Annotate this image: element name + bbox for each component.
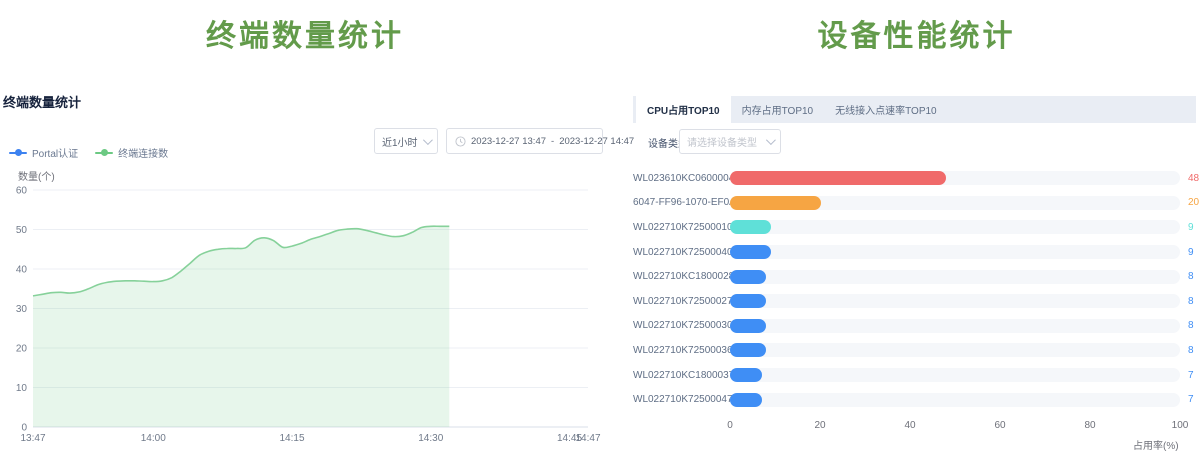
x-tick-label: 80 [1084,420,1095,431]
bar-label: WL022710K725000272 [633,296,726,307]
bar-track [730,319,1180,333]
y-tick-label: 40 [16,265,28,276]
bar-fill [730,368,762,382]
bar-fill [730,270,766,284]
dashboard: 终端数量统计 设备性能统计 终端数量统计 近1小时 2023-12-27 13:… [0,0,1200,456]
tab-cpu-top10[interactable]: CPU占用TOP10 [636,96,731,123]
bar-label: WL022710KC18000372 [633,370,726,381]
x-tick-label: 14:00 [141,433,166,444]
legend-marker-icon [95,152,113,154]
y-tick-label: 20 [16,344,28,355]
x-tick-label: 100 [1172,420,1189,431]
time-range-select[interactable]: 近1小时 [374,128,438,154]
device-type-select[interactable]: 请选择设备类型 [679,129,781,154]
bar-value: 7 [1188,394,1194,405]
y-tick-label: 0 [21,423,27,434]
bar-value: 7 [1188,370,1194,381]
y-tick-label: 30 [16,304,28,315]
bar-track [730,245,1180,259]
bar-row: WL022710K725000272 8 [633,289,1196,314]
bar-row: WL022710K725000409 9 [633,240,1196,265]
legend-item-portal-auth[interactable]: Portal认证 [9,145,78,160]
bar-row: 6047-FF96-1070-EF0A20.3 [633,191,1196,216]
bar-label: WL022710K725000470 [633,394,726,405]
x-tick-label: 14:30 [418,433,443,444]
time-range-select-value: 近1小时 [382,134,418,149]
chevron-down-icon [423,135,433,145]
bar-track [730,393,1180,407]
bar-value: 8 [1188,320,1194,331]
bar-x-axis-ticks: 0 20 40 60 80 100 [633,420,1196,434]
bar-fill [730,294,766,308]
legend: Portal认证 终端连接数 [9,145,168,160]
x-tick-label: 40 [904,420,915,431]
x-tick-label: 14:47 [575,433,600,444]
bar-fill [730,393,762,407]
x-tick-label: 60 [994,420,1005,431]
date-start: 2023-12-27 13:47 [471,136,546,147]
bar-row: WL022710K725000369 8 [633,338,1196,363]
chevron-down-icon [766,135,776,145]
bar-row: WL023610KC06000043 48 [633,166,1196,191]
y-tick-label: 50 [16,225,28,236]
date-end: 2023-12-27 14:47 [559,136,634,147]
tab-memory-top10[interactable]: 内存占用TOP10 [731,96,825,123]
y-tick-label: 10 [16,383,28,394]
bar-value: 48 [1188,173,1199,184]
y-tick-label: 60 [16,186,28,197]
bar-row: WL022710K725000307 8 [633,314,1196,339]
bar-fill [730,171,946,185]
bar-row: WL022710K725000470 7 [633,387,1196,412]
bar-value: 20.3 [1188,197,1200,208]
bar-label: WL022710K725000369 [633,345,726,356]
x-tick-label: 13:47 [20,433,45,444]
bar-row: WL022710KC18000372 7 [633,363,1196,388]
bar-track [730,270,1180,284]
bar-value: 8 [1188,271,1194,282]
tab-wireless-ap-rate-top10[interactable]: 无线接入点速率TOP10 [824,96,948,123]
left-section-title: 终端数量统计 [0,11,610,55]
series-area [33,226,449,427]
device-type-placeholder: 请选择设备类型 [687,134,757,149]
tab-bar: CPU占用TOP10 内存占用TOP10 无线接入点速率TOP10 [633,96,1196,123]
bar-fill [730,343,766,357]
bar-track [730,343,1180,357]
bar-label: 6047-FF96-1070-EF0A [633,197,726,208]
right-section-title: 设备性能统计 [633,11,1200,55]
bar-value: 9 [1188,247,1194,258]
x-tick-label: 14:15 [279,433,304,444]
bar-value: 9 [1188,222,1194,233]
terminal-panel-title: 终端数量统计 [3,92,81,111]
date-separator: - [551,136,554,147]
bar-track [730,368,1180,382]
bar-label: WL022710KC18000280 [633,271,726,282]
legend-item-label: 终端连接数 [118,145,168,160]
legend-marker-icon [9,152,27,154]
cpu-top10-bar-chart: WL023610KC06000043 48 6047-FF96-1070-EF0A2… [633,166,1196,414]
x-tick-label: 0 [727,420,733,431]
clock-icon [455,136,466,147]
terminal-line-chart: 010203040506013:4714:0014:1514:3014:4514… [0,180,610,456]
bar-x-axis-title: 占用率(%) [1133,437,1179,452]
bar-label: WL023610KC06000043 [633,173,726,184]
x-tick-label: 20 [814,420,825,431]
bar-row: WL022710K725000102 9 [633,215,1196,240]
bar-fill [730,220,771,234]
bar-fill [730,319,766,333]
date-range-picker[interactable]: 2023-12-27 13:47 - 2023-12-27 14:47 [446,128,603,154]
legend-item-terminal-connections[interactable]: 终端连接数 [95,145,168,160]
bar-row: WL022710KC18000280 8 [633,264,1196,289]
bar-value: 8 [1188,345,1194,356]
bar-fill [730,245,771,259]
legend-item-label: Portal认证 [32,145,78,160]
bar-value: 8 [1188,296,1194,307]
bar-label: WL022710K725000307 [633,320,726,331]
bar-track [730,196,1180,210]
bar-track [730,171,1180,185]
bar-track [730,294,1180,308]
bar-fill [730,196,821,210]
bar-label: WL022710K725000102 [633,222,726,233]
bar-track [730,220,1180,234]
bar-label: WL022710K725000409 [633,247,726,258]
